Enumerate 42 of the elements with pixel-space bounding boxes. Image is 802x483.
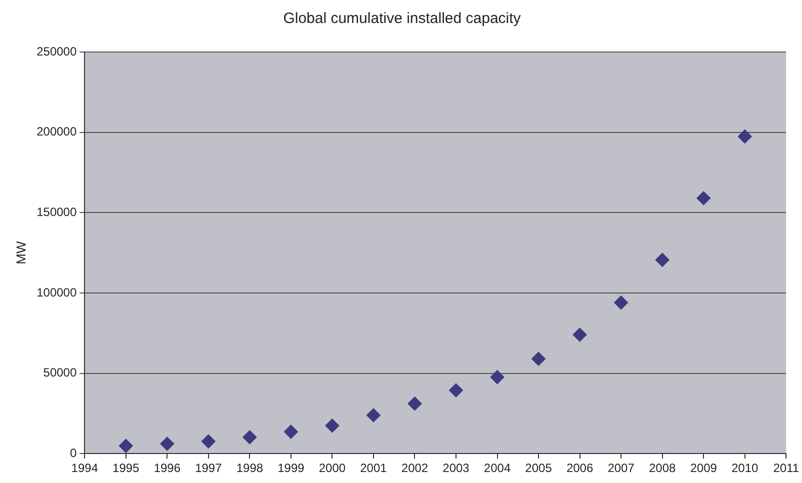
- y-tick-label: 50000: [43, 366, 77, 380]
- x-tick-label: 1998: [236, 461, 264, 476]
- x-tick-label: 2000: [318, 461, 346, 476]
- x-tick-label: 2002: [401, 461, 428, 476]
- y-tick-label: 150000: [36, 204, 77, 219]
- point: [655, 252, 670, 267]
- x-tick-label: 1999: [278, 461, 305, 476]
- point: [532, 352, 546, 366]
- point: [366, 408, 380, 422]
- x-tick-label: 2010: [731, 461, 759, 476]
- x-tick-label: 2007: [608, 461, 635, 476]
- point: [201, 434, 216, 448]
- point: [696, 191, 711, 206]
- x-tick-label: 1997: [195, 461, 222, 476]
- point: [572, 328, 587, 342]
- x-tick-label: 2008: [648, 461, 676, 476]
- point: [242, 430, 257, 444]
- x-tick-label: 2004: [484, 461, 511, 476]
- y-tick-label: 200000: [36, 124, 77, 139]
- point: [118, 438, 133, 453]
- point: [408, 396, 422, 411]
- x-tick-label: 1994: [71, 461, 98, 476]
- y-tick-label: 100000: [36, 285, 77, 300]
- x-tick-label: 2006: [566, 461, 594, 476]
- point: [738, 129, 752, 144]
- point: [325, 418, 340, 433]
- y-axis-title: MW: [13, 240, 28, 264]
- x-tick-label: 2003: [442, 461, 470, 476]
- chart-title: Global cumulative installed capacity: [283, 10, 522, 28]
- point: [160, 436, 174, 451]
- point: [490, 370, 504, 384]
- x-tick-label: 1996: [154, 461, 181, 476]
- x-tick-label: 2001: [360, 461, 388, 476]
- y-tick-label: 250000: [36, 44, 77, 58]
- point: [284, 424, 298, 439]
- x-tick-label: 2005: [525, 461, 552, 476]
- x-tick-label: 2011: [773, 461, 800, 476]
- x-tick-label: 1995: [112, 461, 140, 476]
- point: [449, 383, 463, 398]
- point: [614, 296, 628, 310]
- y-tick-label: 0: [70, 446, 77, 460]
- x-tick-label: 2009: [690, 461, 718, 476]
